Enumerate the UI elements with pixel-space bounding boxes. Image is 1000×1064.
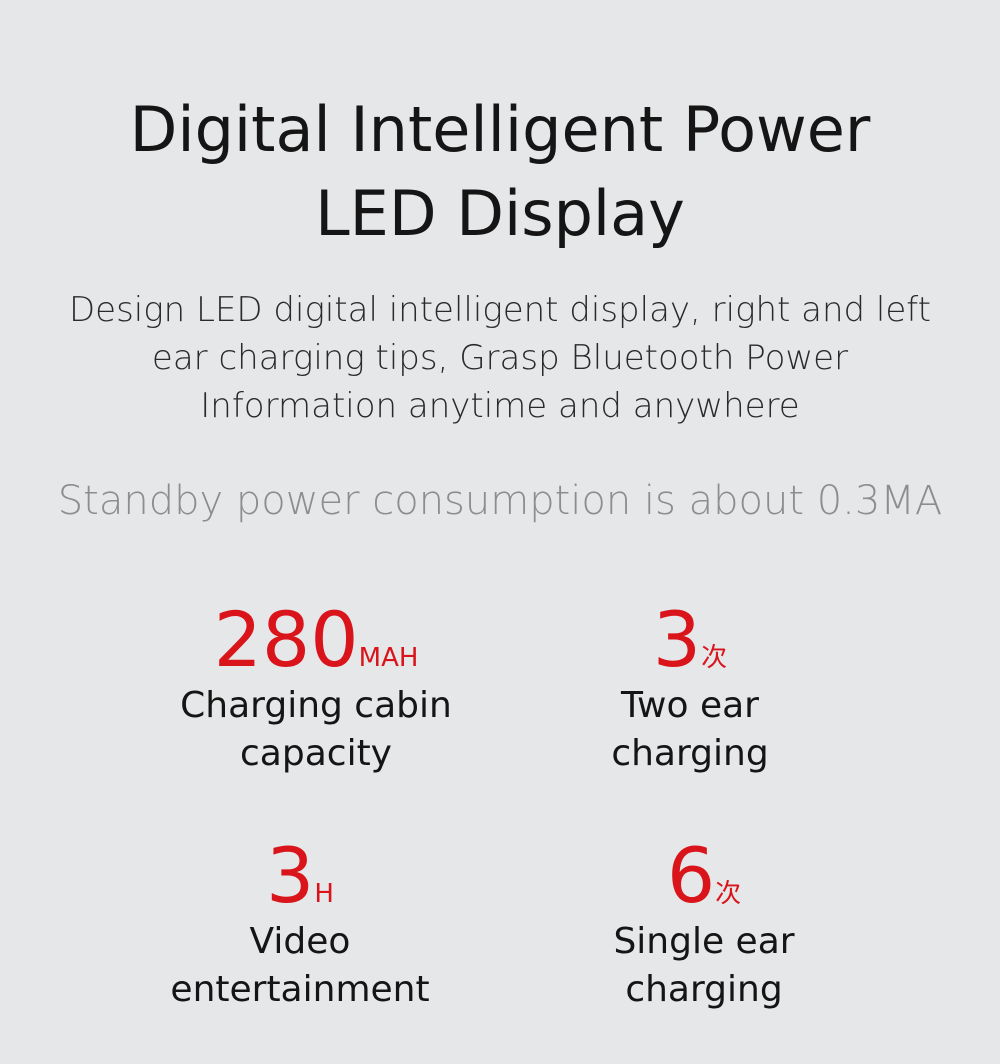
stat-two-ear: 3次 Two ear charging — [611, 598, 768, 778]
stat-unit: 次 — [701, 643, 728, 673]
stat-label: charging — [611, 733, 769, 774]
title-line: LED Display — [315, 177, 685, 250]
stat-value: 3 — [266, 831, 315, 920]
stat-label: capacity — [240, 733, 392, 774]
stat-value: 6 — [666, 831, 716, 920]
stat-unit: 次 — [715, 879, 742, 909]
description: Design LED digital intelligent display, … — [0, 286, 1000, 430]
stat-capacity: 280MAH Charging cabin capacity — [180, 598, 452, 778]
title-line: Digital Intelligent Power — [129, 93, 871, 166]
stat-video: 3H Video entertainment — [170, 834, 429, 1014]
stat-unit: H — [314, 879, 334, 909]
stat-label: entertainment — [170, 969, 430, 1010]
standby-text: Standby power consumption is about 0.3MA — [57, 478, 943, 524]
stat-label: Two ear — [621, 685, 759, 726]
description-line: Design LED digital intelligent display, … — [68, 290, 932, 330]
description-line: ear charging tips, Grasp Bluetooth Power — [151, 338, 849, 378]
page-title: Digital Intelligent Power LED Display — [0, 88, 1000, 256]
stat-label: Video — [249, 921, 351, 962]
stat-unit: MAH — [358, 643, 419, 673]
stat-single-ear: 6次 Single ear charging — [613, 834, 794, 1014]
stat-label: Charging cabin — [180, 685, 452, 726]
stat-value: 3 — [652, 595, 702, 684]
stat-value: 280 — [213, 595, 359, 684]
stat-label: Single ear — [613, 921, 795, 962]
stat-label: charging — [625, 969, 783, 1010]
description-line: Information anytime and anywhere — [200, 386, 800, 426]
